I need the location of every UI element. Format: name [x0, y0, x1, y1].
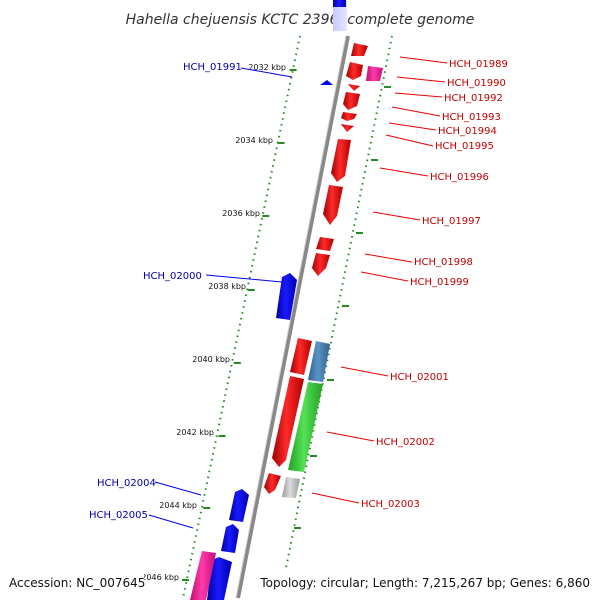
footer-backing-left — [6, 572, 144, 592]
outer-tick-track — [285, 35, 393, 569]
label-leader-lines — [148, 56, 448, 529]
label-hch-02003: HCH_02003 — [361, 499, 420, 510]
gene-pink-bottom — [190, 551, 216, 600]
tick-label-2038: 2038 kbp — [208, 282, 246, 291]
gene-hch-01991 — [320, 80, 333, 85]
gene-labels-right: HCH_01989 HCH_01990 HCH_01992 HCH_01993 … — [361, 59, 508, 510]
gene-hch-01989 — [351, 43, 368, 56]
gene-hch-02003-gray — [282, 477, 300, 498]
kbp-tick-marks — [182, 69, 297, 581]
tick-label-2044: 2044 kbp — [159, 501, 197, 510]
label-hch-01990: HCH_01990 — [447, 78, 506, 89]
gene-hch-01990 — [346, 62, 363, 80]
label-hch-02002: HCH_02002 — [376, 437, 435, 448]
gene-hch-01995 — [341, 124, 354, 132]
gene-hch-02002 — [272, 376, 304, 467]
gene-hch-01997 — [323, 185, 343, 225]
label-hch-01989: HCH_01989 — [449, 59, 508, 70]
tick-label-2040: 2040 kbp — [192, 355, 230, 364]
gene-hch-02004 — [229, 489, 249, 522]
gene-hch-01994 — [341, 112, 357, 121]
gene-hch-02002-rna — [288, 382, 323, 472]
label-hch-01992: HCH_01992 — [444, 93, 503, 104]
accession-label: Accession: NC_007645 — [9, 576, 146, 590]
map-title: Hahella chejuensis KCTC 2396, complete g… — [126, 12, 475, 28]
tick-label-2032: 2032 kbp — [248, 63, 286, 72]
gene-hch-02005 — [221, 524, 239, 553]
gene-hch-01993 — [343, 92, 360, 110]
gene-hch-01999 — [312, 253, 330, 276]
label-hch-01995: HCH_01995 — [435, 141, 494, 152]
reverse-strand-features — [190, 0, 347, 600]
kbp-tick-labels: 2032 kbp 2034 kbp 2036 kbp 2038 kbp 2040… — [141, 63, 286, 582]
outer-tick-marks — [294, 86, 391, 529]
gene-hch-02003 — [264, 473, 281, 494]
gene-hch-01992 — [348, 84, 360, 91]
label-hch-02000: HCH_02000 — [143, 271, 202, 282]
gene-hch-02001-rna — [308, 341, 330, 382]
gene-top-partial-blue — [333, 0, 346, 7]
label-hch-01997: HCH_01997 — [422, 216, 481, 227]
label-hch-02004: HCH_02004 — [97, 478, 156, 489]
gene-hch-01998 — [316, 237, 334, 251]
gene-labels-left: HCH_01991 HCH_02000 HCH_02004 HCH_02005 — [89, 62, 242, 521]
label-hch-01994: HCH_01994 — [438, 126, 497, 137]
label-hch-02001: HCH_02001 — [390, 372, 449, 383]
tick-label-2034: 2034 kbp — [235, 136, 273, 145]
gene-top-partial — [333, 0, 347, 31]
footer-backing-right — [258, 572, 594, 592]
tick-label-2036: 2036 kbp — [222, 209, 260, 218]
genome-backbone — [236, 35, 350, 599]
label-hch-01996: HCH_01996 — [430, 172, 489, 183]
topology-label: Topology: circular; Length: 7,215,267 bp… — [260, 576, 590, 590]
backbone-highlight — [235, 35, 347, 599]
label-hch-01998: HCH_01998 — [414, 257, 473, 268]
gene-hch-01996 — [331, 139, 351, 182]
tick-label-2046: 2046 kbp — [141, 573, 179, 582]
gene-hch-02001 — [290, 338, 312, 375]
gene-hch-01990-pink — [366, 66, 383, 81]
label-hch-01999: HCH_01999 — [410, 277, 469, 288]
label-hch-02005: HCH_02005 — [89, 510, 148, 521]
tick-label-2042: 2042 kbp — [176, 428, 214, 437]
label-hch-01991: HCH_01991 — [183, 62, 242, 73]
label-hch-01993: HCH_01993 — [442, 112, 501, 123]
gene-hch-02000 — [276, 273, 297, 320]
gene-reverse-bottom — [207, 557, 232, 600]
forward-strand-features — [264, 43, 383, 498]
